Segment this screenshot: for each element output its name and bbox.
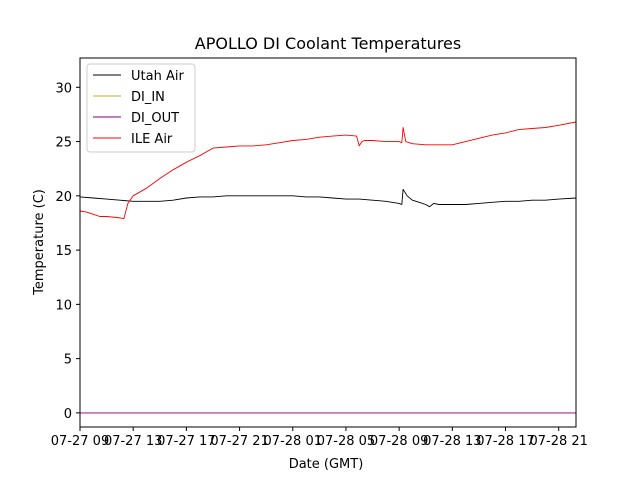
y-tick-label: 0 xyxy=(64,407,72,422)
x-tick-label: 07-28 01 xyxy=(264,434,322,449)
x-axis-label: Date (GMT) xyxy=(289,457,364,472)
x-tick-label: 07-28 13 xyxy=(423,434,481,449)
legend-box xyxy=(86,63,196,153)
chart-title: APOLLO DI Coolant Temperatures xyxy=(195,34,461,53)
legend-label-di-out: DI_OUT xyxy=(131,111,179,126)
x-tick-label: 07-27 21 xyxy=(210,434,268,449)
y-axis-label: Temperature (C) xyxy=(32,189,47,296)
plot-frame xyxy=(79,57,577,428)
x-tick-label: 07-28 17 xyxy=(476,434,534,449)
series-line-ile-air xyxy=(79,121,577,220)
y-tick-label: 15 xyxy=(55,244,72,259)
series-line-utah-air xyxy=(79,188,577,208)
y-tick-label: 30 xyxy=(55,81,72,96)
x-tick-label: 07-28 21 xyxy=(529,434,587,449)
legend-label-ile-air: ILE Air xyxy=(131,132,173,147)
x-tick-label: 07-28 09 xyxy=(370,434,428,449)
y-tick-label: 20 xyxy=(55,190,72,205)
legend: Utah Air DI_IN DI_OUT ILE Air xyxy=(86,63,196,153)
x-tick-label: 07-27 13 xyxy=(104,434,162,449)
x-tick-label: 07-28 05 xyxy=(317,434,375,449)
y-axis-ticks: 0 5 10 15 20 25 30 xyxy=(55,81,80,422)
series-layer xyxy=(79,121,577,414)
x-tick-label: 07-27 17 xyxy=(157,434,215,449)
legend-label-utah-air: Utah Air xyxy=(131,69,184,84)
y-tick-label: 25 xyxy=(55,136,72,151)
y-tick-label: 10 xyxy=(55,298,72,313)
legend-label-di-in: DI_IN xyxy=(131,90,165,105)
y-tick-label: 5 xyxy=(64,353,72,368)
x-tick-label: 07-27 09 xyxy=(51,434,109,449)
